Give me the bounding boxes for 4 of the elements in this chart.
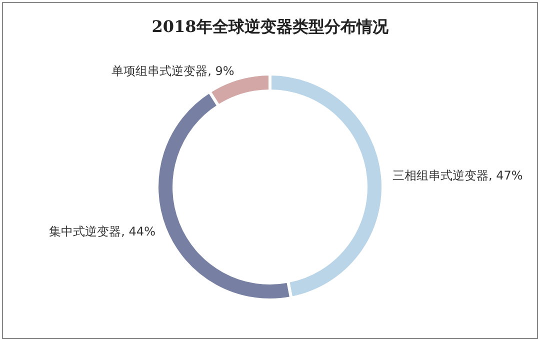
slice-label: 三相组串式逆变器, 47%: [392, 168, 523, 183]
slice-label: 集中式逆变器, 44%: [49, 224, 156, 239]
chart-title: 2018年全球逆变器类型分布情况: [152, 17, 390, 36]
slice-label: 单项组串式逆变器, 9%: [112, 64, 234, 78]
